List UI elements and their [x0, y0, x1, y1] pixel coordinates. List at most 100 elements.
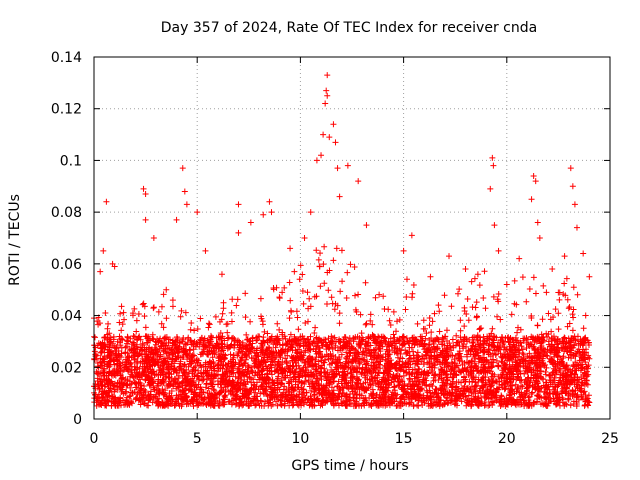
scatter-point [104, 325, 111, 332]
scatter-point [544, 346, 551, 353]
scatter-point [547, 316, 554, 323]
scatter-point [337, 288, 344, 295]
scatter-point [135, 311, 142, 318]
scatter-point [490, 293, 497, 300]
scatter-point [436, 328, 443, 335]
scatter-point [387, 322, 394, 329]
scatter-point [508, 311, 515, 318]
scatter-point [469, 304, 476, 311]
scatter-point [328, 384, 335, 391]
scatter-point [396, 316, 403, 323]
scatter-point [205, 320, 212, 327]
scatter-point [105, 320, 112, 327]
data-points [91, 72, 593, 410]
scatter-point [534, 322, 541, 329]
scatter-point [443, 327, 450, 334]
scatter-point [133, 328, 140, 335]
scatter-point [336, 320, 343, 327]
scatter-point [570, 314, 577, 321]
scatter-point [178, 307, 185, 314]
scatter-point [403, 276, 410, 283]
scatter-point [273, 398, 280, 405]
scatter-point [543, 289, 550, 296]
scatter-point [441, 292, 448, 299]
scatter-point [326, 267, 333, 274]
scatter-point [570, 363, 577, 370]
scatter-point [278, 402, 285, 409]
scatter-point [565, 305, 572, 312]
scatter-point [409, 294, 416, 301]
scatter-point [466, 379, 473, 386]
scatter-point [205, 385, 212, 392]
scatter-point [320, 261, 327, 268]
scatter-point [565, 396, 572, 403]
scatter-point [312, 324, 319, 331]
scatter-point [480, 294, 487, 301]
scatter-point [291, 268, 298, 275]
scatter-point [160, 324, 167, 331]
scatter-point [330, 257, 337, 264]
scatter-point [242, 290, 249, 297]
scatter-point [279, 331, 286, 338]
scatter-point [563, 275, 570, 282]
scatter-point [140, 300, 147, 307]
scatter-point [552, 306, 559, 313]
scatter-point [381, 334, 388, 341]
scatter-point [367, 311, 374, 318]
scatter-point [497, 316, 504, 323]
scatter-point [307, 333, 314, 340]
scatter-point [574, 291, 581, 298]
scatter-point [299, 271, 306, 278]
scatter-point [305, 318, 312, 325]
scatter-point [560, 291, 567, 298]
scatter-point [220, 305, 227, 312]
scatter-point [449, 336, 456, 343]
scatter-point [119, 336, 126, 343]
scatter-point [158, 303, 165, 310]
scatter-point [313, 293, 320, 300]
scatter-point [542, 371, 549, 378]
scatter-point [454, 290, 461, 297]
scatter-point [481, 268, 488, 275]
scatter-point [336, 310, 343, 317]
scatter-point [511, 277, 518, 284]
scatter-point [247, 318, 254, 325]
scatter-point [220, 299, 227, 306]
scatter-point [293, 308, 300, 315]
scatter-point [188, 320, 195, 327]
scatter-point [364, 358, 371, 365]
scatter-point [362, 279, 369, 286]
scatter-point [270, 285, 277, 292]
scatter-point [321, 243, 328, 250]
scatter-point [402, 306, 409, 313]
scatter-point [169, 303, 176, 310]
scatter-point [529, 389, 536, 396]
scatter-point [391, 334, 398, 341]
scatter-point [242, 314, 249, 321]
scatter-point [121, 316, 128, 323]
scatter-point [160, 291, 167, 298]
scatter-point [542, 368, 549, 375]
scatter-point [393, 328, 400, 335]
scatter-point [379, 343, 386, 350]
chart-title: Day 357 of 2024, Rate Of TEC Index for r… [161, 20, 537, 36]
scatter-point [297, 262, 304, 269]
scatter-point [390, 308, 397, 315]
scatter-point [473, 313, 480, 320]
scatter-point [328, 294, 335, 301]
scatter-point [566, 304, 573, 311]
scatter-point [414, 320, 421, 327]
scatter-point [333, 245, 340, 252]
scatter-point [191, 327, 198, 334]
scatter-point [118, 303, 125, 310]
scatter-point [495, 363, 502, 370]
scatter-point [429, 318, 436, 325]
scatter-point [570, 284, 577, 291]
scatter-point [414, 349, 421, 356]
scatter-point [315, 256, 322, 263]
scatter-point [464, 295, 471, 302]
scatter-point [219, 310, 226, 317]
scatter-point [502, 346, 509, 353]
scatter-point [325, 287, 332, 294]
scatter-point [264, 330, 271, 337]
